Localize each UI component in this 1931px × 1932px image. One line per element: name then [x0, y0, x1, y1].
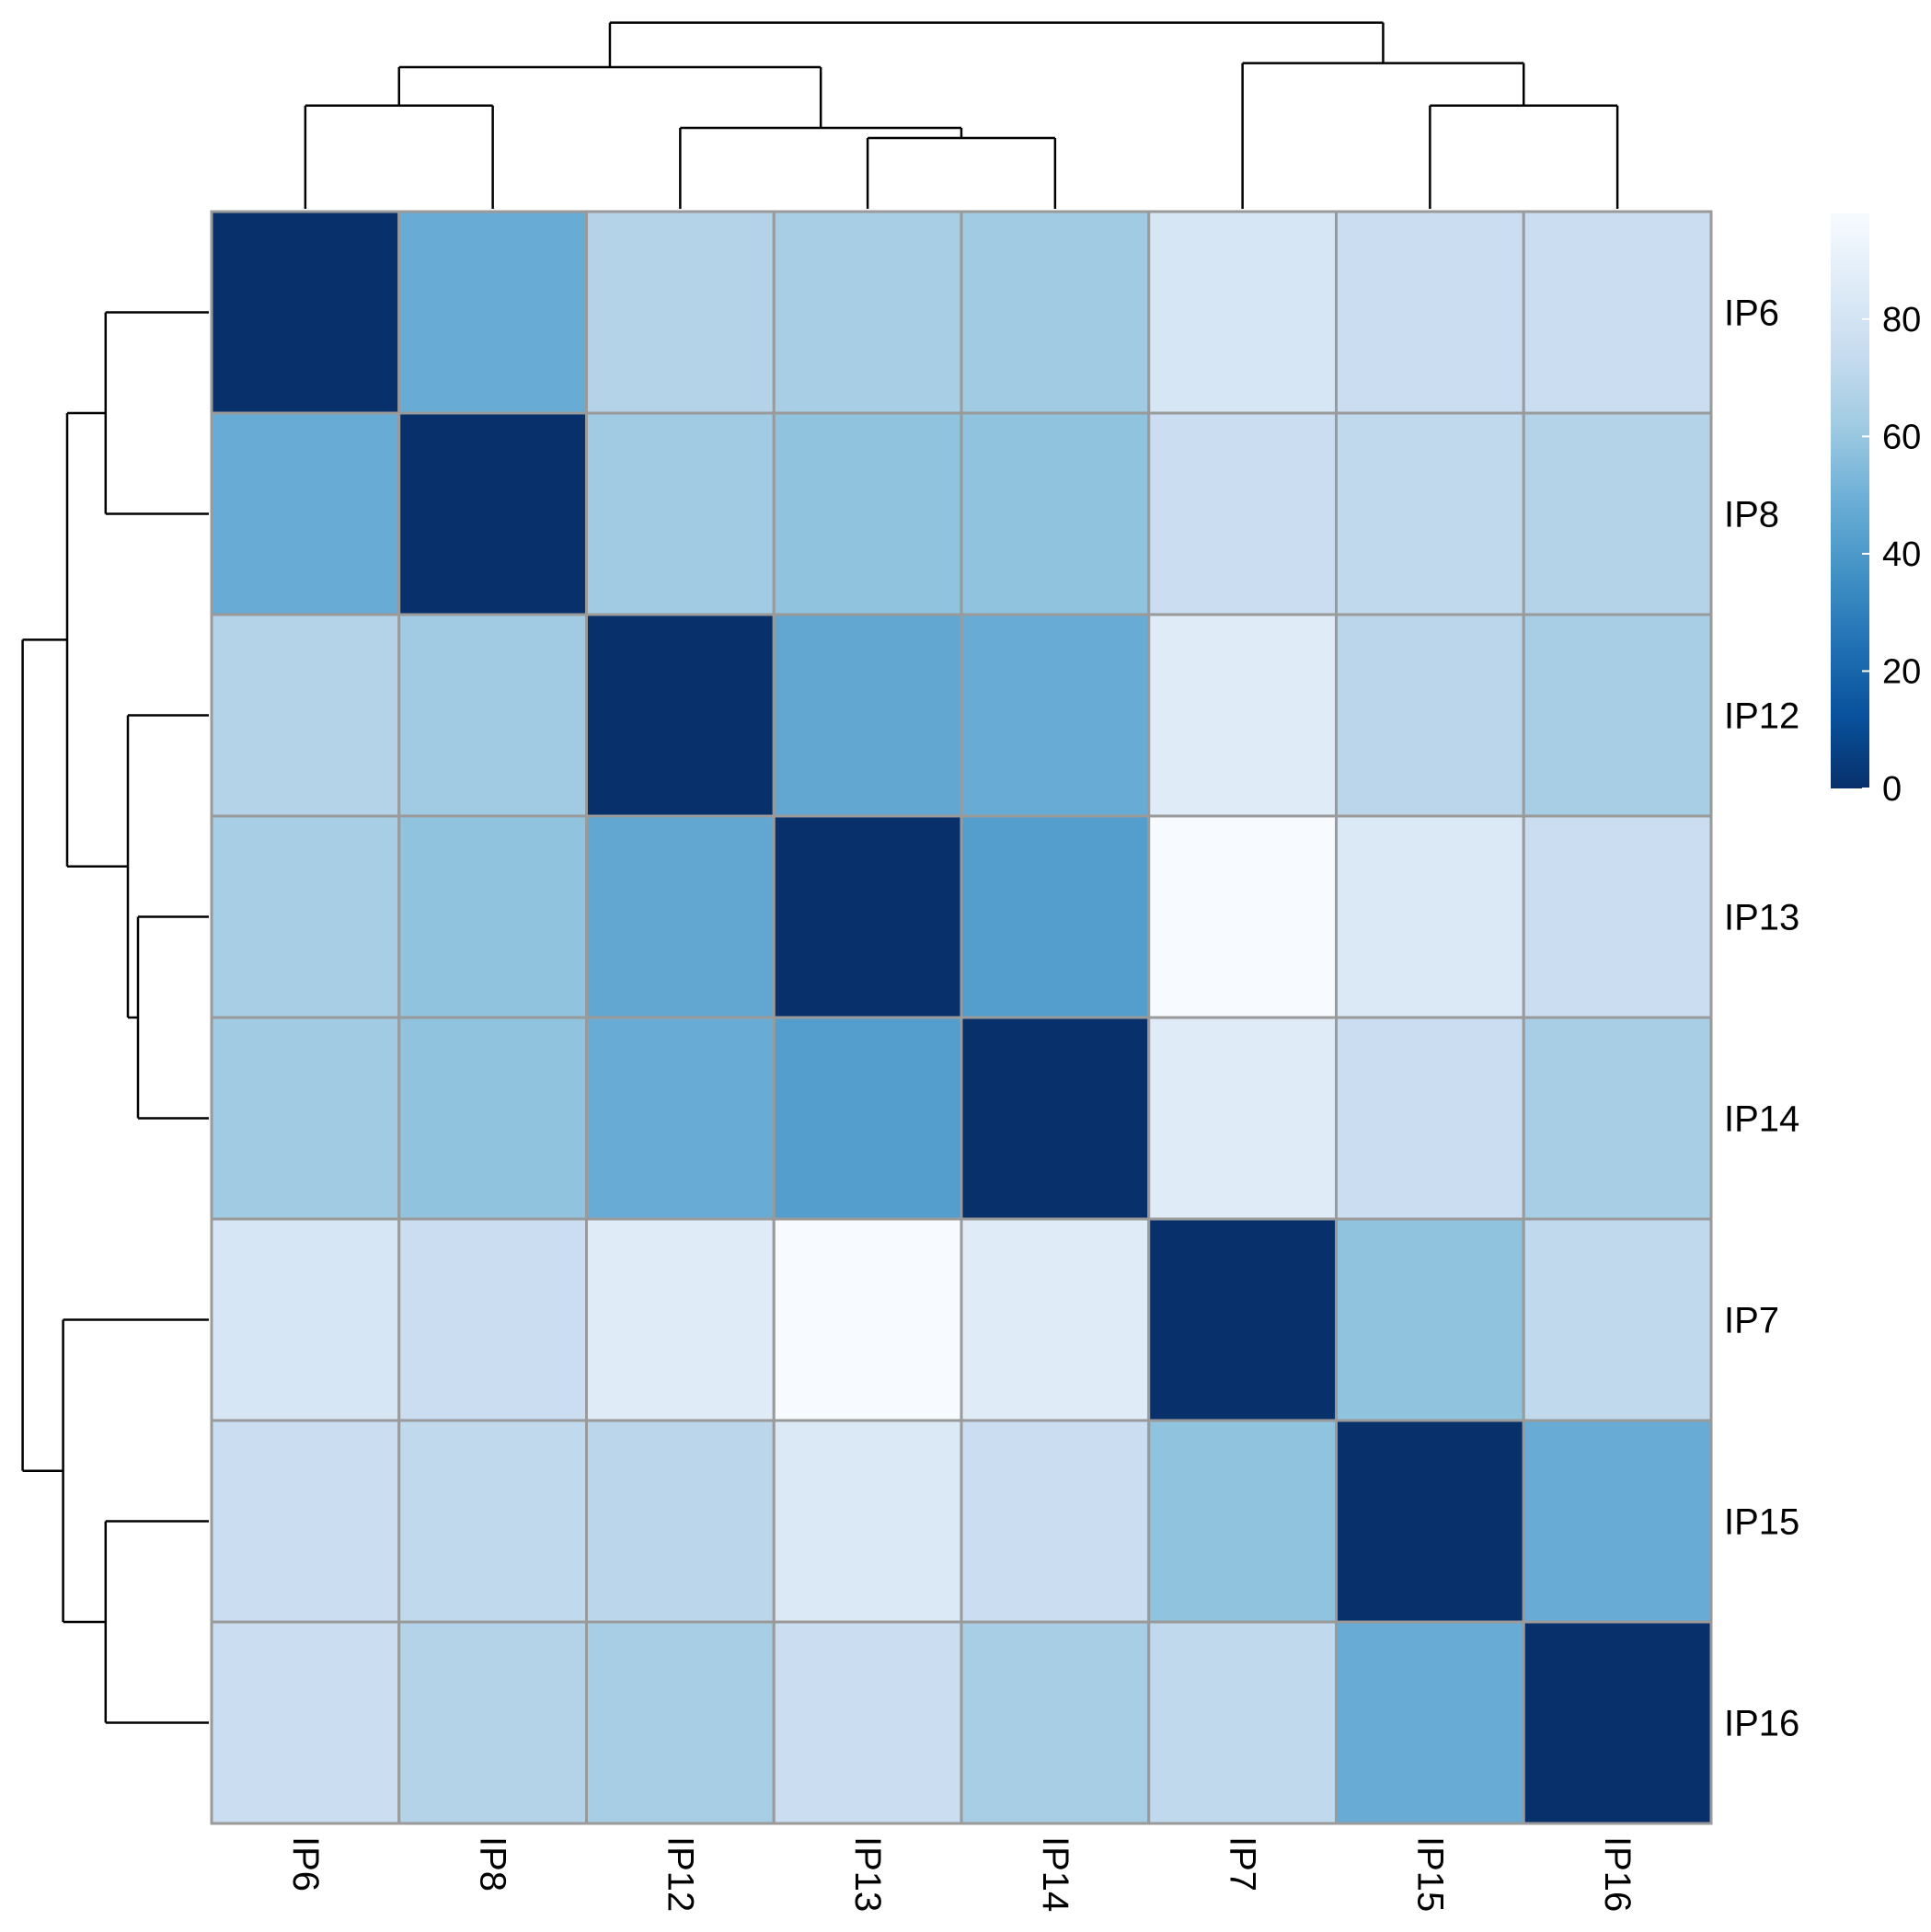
column-label: IP8 — [473, 1836, 513, 1892]
column-label: IP16 — [1597, 1836, 1638, 1912]
heatmap-cell-IP8-IP6 — [210, 411, 401, 616]
heatmap-cell-IP6-IP8 — [397, 210, 588, 415]
heatmap-cell-IP7-IP8 — [397, 1217, 588, 1422]
heatmap-cell-IP6-IP13 — [772, 210, 963, 415]
heatmap-cell-IP8-IP16 — [1522, 411, 1713, 616]
legend-color-bar — [1831, 213, 1869, 788]
heatmap-cell-IP8-IP8 — [397, 411, 588, 616]
heatmap-cell-IP7-IP16 — [1522, 1217, 1713, 1422]
legend-tick-label: 0 — [1882, 770, 1902, 809]
heatmap-cell-IP12-IP12 — [585, 613, 776, 818]
heatmap-cell-IP15-IP15 — [1335, 1419, 1525, 1624]
heatmap-cell-IP7-IP15 — [1335, 1217, 1525, 1422]
heatmap-cell-IP13-IP8 — [397, 814, 588, 1019]
heatmap-cell-IP15-IP12 — [585, 1419, 776, 1624]
heatmap-cell-IP8-IP13 — [772, 411, 963, 616]
legend-ticks: 0 20 40 60 80 — [1862, 301, 1921, 809]
row-label: IP6 — [1724, 293, 1779, 334]
row-label: IP13 — [1724, 898, 1799, 938]
heatmap-cell-IP15-IP14 — [960, 1419, 1151, 1624]
heatmap-cell-IP7-IP6 — [210, 1217, 401, 1422]
heatmap-cell-IP7-IP12 — [585, 1217, 776, 1422]
column-label: IP13 — [847, 1836, 888, 1912]
heatmap-cell-IP15-IP8 — [397, 1419, 588, 1624]
heatmap-cell-IP8-IP15 — [1335, 411, 1525, 616]
legend-tick-label: 20 — [1882, 652, 1921, 691]
legend-tick-label: 40 — [1882, 535, 1921, 574]
heatmap-cell-IP15-IP7 — [1147, 1419, 1338, 1624]
heatmap-cell-IP6-IP14 — [960, 210, 1151, 415]
column-label: IP15 — [1409, 1836, 1450, 1912]
heatmap-cell-IP16-IP13 — [772, 1620, 963, 1825]
heatmap-cell-IP6-IP7 — [1147, 210, 1338, 415]
heatmap-cell-IP13-IP7 — [1147, 814, 1338, 1019]
heatmap-cell-IP13-IP16 — [1522, 814, 1713, 1019]
row-labels: IP6 IP8 IP12 IP13 IP14 IP7 IP15 IP16 — [1724, 293, 1799, 1744]
heatmap-cell-IP13-IP12 — [585, 814, 776, 1019]
heatmap-cell-IP14-IP12 — [585, 1016, 776, 1221]
heatmap-cell-IP13-IP13 — [772, 814, 963, 1019]
heatmap-cell-IP6-IP6 — [210, 210, 401, 415]
column-labels: IP6 IP8 IP12 IP13 IP14 IP7 IP15 IP16 — [285, 1836, 1638, 1912]
heatmap-cell-IP7-IP13 — [772, 1217, 963, 1422]
heatmap-cell-IP15-IP6 — [210, 1419, 401, 1624]
heatmap-cell-IP12-IP16 — [1522, 613, 1713, 818]
heatmap-cell-IP7-IP14 — [960, 1217, 1151, 1422]
heatmap-cell-IP16-IP14 — [960, 1620, 1151, 1825]
row-dendrogram — [21, 311, 209, 1724]
heatmap-cell-IP12-IP7 — [1147, 613, 1338, 818]
heatmap-cell-IP14-IP15 — [1335, 1016, 1525, 1221]
row-label: IP15 — [1724, 1502, 1799, 1543]
heatmap-cell-IP14-IP16 — [1522, 1016, 1713, 1221]
heatmap-cell-IP14-IP7 — [1147, 1016, 1338, 1221]
heatmap-cell-IP7-IP7 — [1147, 1217, 1338, 1422]
heatmap-cell-IP12-IP15 — [1335, 613, 1525, 818]
heatmap-cell-IP16-IP15 — [1335, 1620, 1525, 1825]
row-label: IP8 — [1724, 495, 1779, 535]
legend-tick-label: 60 — [1882, 418, 1921, 456]
heatmap-cell-IP16-IP6 — [210, 1620, 401, 1825]
heatmap-cell-IP15-IP13 — [772, 1419, 963, 1624]
column-dendrogram — [304, 21, 1619, 209]
heatmap-cell-IP12-IP13 — [772, 613, 963, 818]
heatmap-cell-IP16-IP16 — [1522, 1620, 1713, 1825]
column-label: IP12 — [660, 1836, 700, 1912]
heatmap-cell-IP8-IP14 — [960, 411, 1151, 616]
legend-tick-label: 80 — [1882, 301, 1921, 339]
heatmap-cell-IP12-IP6 — [210, 613, 401, 818]
column-label: IP14 — [1035, 1836, 1075, 1912]
row-label: IP14 — [1724, 1099, 1799, 1140]
row-label: IP7 — [1724, 1301, 1779, 1341]
heatmap-cell-IP13-IP14 — [960, 814, 1151, 1019]
heatmap-cell-IP12-IP8 — [397, 613, 588, 818]
heatmap-cell-IP6-IP16 — [1522, 210, 1713, 415]
heatmap-cell-IP15-IP16 — [1522, 1419, 1713, 1624]
heatmap-cell-IP6-IP15 — [1335, 210, 1525, 415]
heatmap-cell-IP12-IP14 — [960, 613, 1151, 818]
heatmap-cell-IP13-IP15 — [1335, 814, 1525, 1019]
heatmap-cell-IP16-IP7 — [1147, 1620, 1338, 1825]
column-label: IP6 — [285, 1836, 326, 1892]
heatmap-cell-IP14-IP14 — [960, 1016, 1151, 1221]
heatmap-cell-IP14-IP8 — [397, 1016, 588, 1221]
heatmap-cell-IP16-IP8 — [397, 1620, 588, 1825]
heatmap-cell-IP8-IP7 — [1147, 411, 1338, 616]
column-label: IP7 — [1223, 1836, 1263, 1892]
row-label: IP12 — [1724, 696, 1799, 737]
heatmap-cell-IP6-IP12 — [585, 210, 776, 415]
heatmap-cell-IP14-IP6 — [210, 1016, 401, 1221]
heatmap-cell-IP8-IP12 — [585, 411, 776, 616]
color-legend: 0 20 40 60 80 — [1831, 213, 1921, 809]
heatmap-cell-IP13-IP6 — [210, 814, 401, 1019]
heatmap-cell-IP16-IP12 — [585, 1620, 776, 1825]
row-label: IP16 — [1724, 1704, 1799, 1744]
heatmap-cell-IP14-IP13 — [772, 1016, 963, 1221]
heatmap-cells — [210, 210, 1713, 1825]
